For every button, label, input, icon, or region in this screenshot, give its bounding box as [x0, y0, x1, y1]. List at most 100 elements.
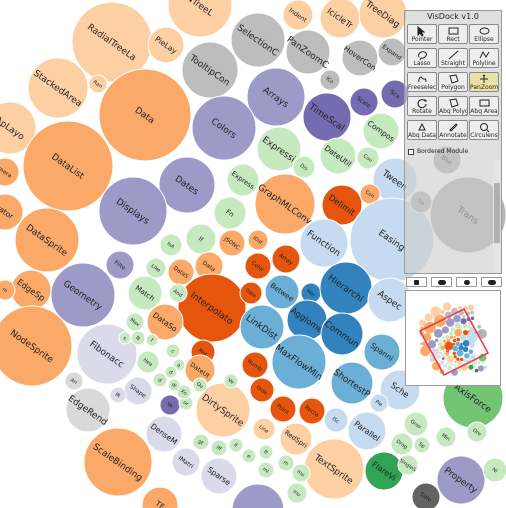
bubble-node[interactable]: TooltipCon — [181, 41, 239, 99]
bubble-node[interactable]: Parallel — [347, 411, 387, 451]
bubble-circle[interactable] — [482, 457, 506, 483]
bubble-circle[interactable] — [466, 421, 488, 443]
bubble-circle[interactable] — [246, 67, 306, 127]
bubble-circle[interactable] — [185, 223, 217, 255]
bubble-circle[interactable] — [254, 173, 316, 235]
bubble-node[interactable]: FlareVi — [364, 451, 404, 491]
bubble-circle[interactable] — [200, 457, 238, 495]
bubble-node[interactable]: IR — [109, 386, 127, 404]
bubble-circle[interactable] — [130, 330, 146, 346]
bubble-node[interactable]: IMatri — [171, 447, 201, 477]
bubble-node[interactable]: StackedArea — [27, 57, 89, 119]
bubble-node[interactable]: Pie — [369, 393, 389, 413]
bubble-circle[interactable] — [286, 482, 308, 504]
bubble-circle[interactable] — [218, 229, 246, 257]
bubble-circle[interactable] — [319, 0, 361, 39]
bubble-node[interactable]: Displays — [98, 176, 168, 246]
bubble-node[interactable]: Indent — [282, 0, 314, 31]
bubble-node[interactable]: MaxFlowMin — [271, 334, 327, 390]
bubble-node[interactable]: Property — [436, 455, 486, 505]
bubble-circle[interactable] — [258, 444, 274, 460]
bubble-node[interactable]: Commun — [320, 312, 364, 356]
bubble-node[interactable]: PanZoomC — [285, 29, 331, 75]
bubble-circle[interactable] — [158, 156, 216, 214]
bubble-circle[interactable] — [192, 433, 210, 451]
bubble-circle[interactable] — [239, 304, 285, 350]
tool-polygon[interactable]: Polygon — [438, 72, 468, 92]
bubble-circle[interactable] — [164, 365, 178, 379]
bubble-circle[interactable] — [269, 395, 297, 423]
overview-minimap[interactable] — [405, 290, 501, 386]
bubble-circle[interactable] — [125, 312, 145, 332]
bubble-node[interactable]: m — [277, 454, 295, 472]
bubble-node[interactable]: SelectionC — [230, 12, 286, 68]
bubble-node[interactable]: DataList — [22, 120, 114, 212]
bubble-node[interactable]: ShortestP — [330, 361, 374, 405]
bubble-circle[interactable] — [127, 275, 163, 311]
bubble-node[interactable]: mu — [286, 482, 308, 504]
bubble-circle[interactable] — [0, 101, 37, 155]
bubble-node[interactable]: mera — [0, 157, 20, 187]
bubble-node[interactable]: Qu — [192, 377, 208, 393]
bubble-circle[interactable] — [285, 29, 331, 75]
bubble-circle[interactable] — [228, 437, 244, 453]
bubble-circle[interactable] — [146, 303, 184, 341]
bubble-node[interactable]: Compos — [362, 112, 400, 150]
bubble-node[interactable]: ml — [257, 461, 275, 479]
bubble-node[interactable]: Fn — [213, 196, 247, 230]
bubble-node[interactable]: Hea — [136, 350, 160, 374]
bubble-node[interactable]: Like — [145, 257, 167, 279]
bubble-node[interactable]: Interpolato — [177, 273, 247, 343]
bubble-node[interactable]: TextSprite — [303, 438, 365, 500]
bubble-circle[interactable] — [241, 448, 257, 464]
minimap-viewport[interactable] — [418, 307, 490, 377]
bubble-circle[interactable] — [0, 157, 20, 187]
bubble-circle[interactable] — [168, 283, 188, 303]
bubble-circle[interactable] — [167, 378, 181, 392]
bubble-circle[interactable] — [0, 193, 24, 231]
bubble-circle[interactable] — [98, 176, 168, 246]
bubble-node[interactable]: N — [130, 330, 146, 346]
bubble-node[interactable]: Hierarchi — [319, 261, 373, 315]
bubble-circle[interactable] — [320, 312, 364, 356]
tool-rect[interactable]: Rect — [438, 24, 468, 44]
bubble-node[interactable]: iff — [210, 439, 228, 457]
bubble-circle[interactable] — [319, 261, 373, 315]
bubble-node[interactable]: Ore — [466, 421, 488, 443]
bubble-node[interactable]: Point — [269, 395, 297, 423]
tool-circulens[interactable]: Circulens — [469, 120, 499, 140]
bubble-node[interactable]: ICo — [319, 69, 341, 91]
bubble-circle[interactable] — [118, 331, 132, 345]
bubble-node[interactable]: TreeDiag — [358, 0, 408, 39]
bubble-circle[interactable] — [141, 486, 179, 508]
bubble-circle[interactable] — [145, 257, 167, 279]
bubble-circle[interactable] — [321, 184, 363, 226]
bubble-circle[interactable] — [213, 196, 247, 230]
bubble-node[interactable]: DataS — [167, 258, 195, 286]
bubble-node[interactable]: Sele — [411, 482, 441, 508]
bubble-node[interactable]: And — [168, 283, 188, 303]
bubble-node[interactable]: DenseM — [145, 415, 183, 453]
bubble-node[interactable]: EdgeSp — [10, 269, 52, 311]
bubble-node[interactable]: HoverCon — [341, 39, 379, 77]
bubble-node[interactable]: ISc — [323, 407, 349, 433]
bubble-node[interactable]: Dates — [158, 156, 216, 214]
bubble-circle[interactable] — [0, 279, 16, 301]
bubble-circle[interactable] — [109, 386, 127, 404]
bubble-node[interactable]: Ni — [482, 457, 506, 483]
bubble-node[interactable]: IcicleTr — [319, 0, 361, 39]
bubble-node[interactable]: d — [152, 372, 168, 388]
bubble-circle[interactable] — [264, 274, 300, 310]
bubble-node[interactable]: Min — [435, 426, 457, 448]
bordered-module-checkbox[interactable] — [408, 149, 414, 155]
visdock-scroll-thumb[interactable] — [494, 183, 500, 243]
bubble-circle[interactable] — [403, 411, 429, 437]
bubble-circle[interactable] — [152, 372, 168, 388]
bubble-circle[interactable] — [147, 26, 185, 64]
bubble-node[interactable]: mu — [291, 463, 311, 483]
bubble-circle[interactable] — [176, 384, 192, 400]
bubble-circle[interactable] — [347, 411, 387, 451]
bubble-circle[interactable] — [244, 252, 272, 280]
tool-pointer[interactable]: Pointer — [407, 24, 437, 44]
bubble-circle[interactable] — [358, 0, 408, 39]
